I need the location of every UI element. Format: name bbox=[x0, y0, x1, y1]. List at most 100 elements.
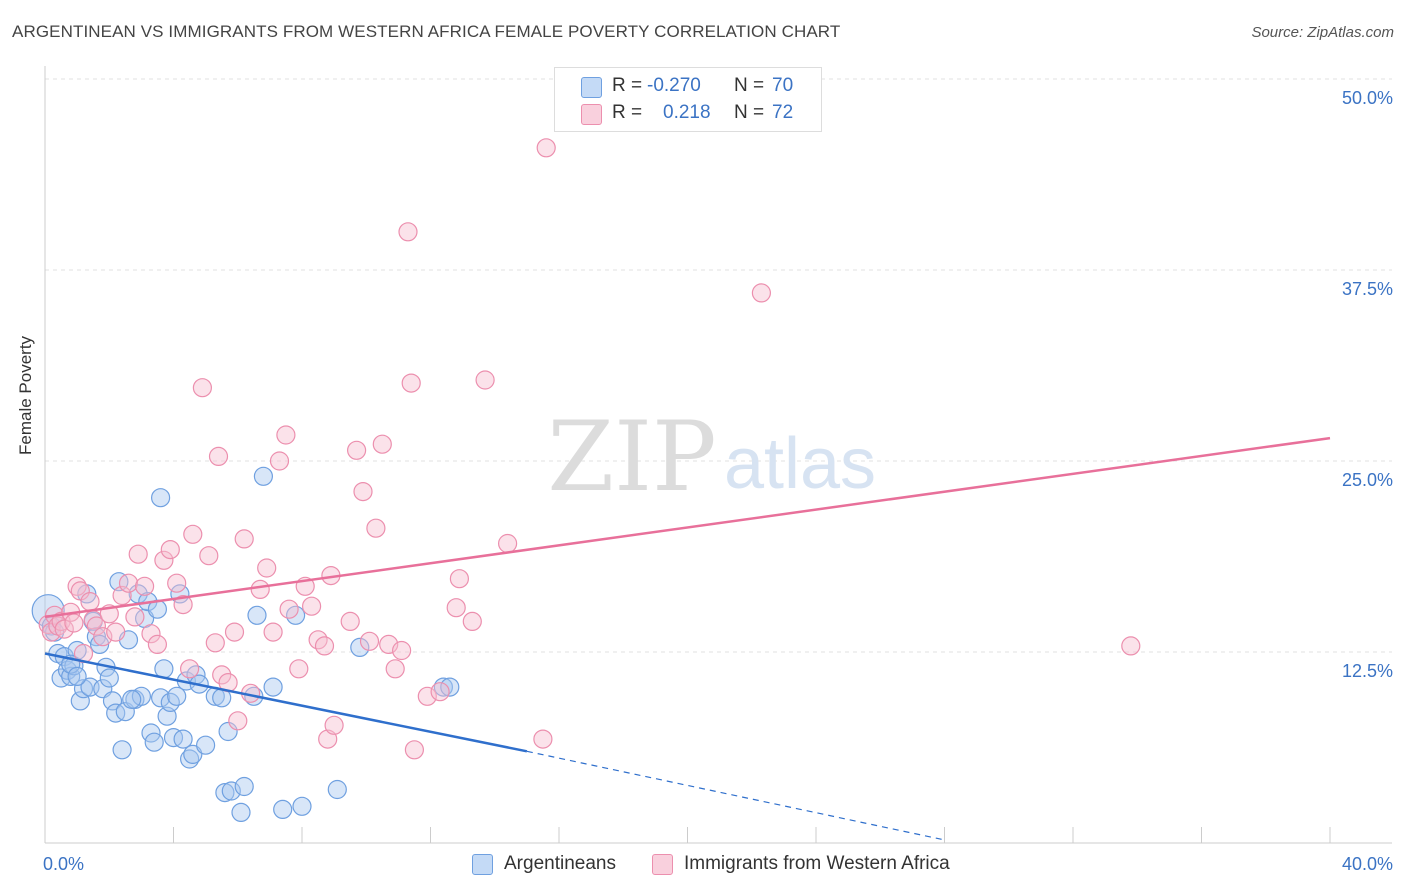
point-argentineans bbox=[89, 634, 110, 655]
legend-swatch-blue bbox=[472, 854, 493, 875]
point-immigrants bbox=[392, 640, 412, 661]
point-argentineans bbox=[234, 776, 254, 797]
point-argentineans bbox=[73, 679, 94, 699]
point-argentineans bbox=[67, 666, 87, 687]
watermark: ZIP atlas bbox=[547, 401, 876, 513]
y-tick-label: 37.5% bbox=[1342, 279, 1393, 299]
point-immigrants bbox=[154, 550, 174, 570]
trend-lines bbox=[44, 436, 1331, 841]
point-immigrants bbox=[250, 579, 270, 600]
point-immigrants bbox=[1121, 636, 1141, 656]
trend-argentineans bbox=[44, 652, 528, 753]
point-argentineans bbox=[247, 605, 267, 625]
point-immigrants bbox=[404, 740, 424, 760]
point-argentineans bbox=[154, 659, 174, 679]
point-immigrants bbox=[173, 594, 193, 615]
trend-immigrants bbox=[44, 436, 1331, 619]
legend-swatch-pink bbox=[581, 104, 602, 125]
axes bbox=[44, 66, 1392, 844]
point-immigrants bbox=[208, 446, 229, 466]
point-argentineans bbox=[70, 691, 90, 711]
point-immigrants bbox=[80, 591, 100, 612]
chart-title: ARGENTINEAN VS IMMIGRANTS FROM WESTERN A… bbox=[12, 22, 841, 41]
legend-n-label: N = bbox=[734, 75, 765, 96]
point-immigrants bbox=[183, 524, 203, 544]
point-immigrants bbox=[359, 631, 380, 651]
point-immigrants bbox=[64, 613, 84, 633]
point-immigrants bbox=[462, 611, 482, 632]
point-immigrants bbox=[279, 599, 299, 619]
point-argentineans bbox=[151, 488, 171, 508]
point-argentineans bbox=[253, 466, 273, 486]
point-immigrants bbox=[751, 283, 772, 303]
point-immigrants bbox=[446, 598, 466, 618]
legend-n-value: 72 bbox=[772, 102, 794, 123]
point-immigrants bbox=[401, 373, 421, 393]
point-argentineans bbox=[263, 677, 283, 697]
trend-argentineans-extension bbox=[526, 750, 945, 841]
point-immigrants bbox=[324, 715, 344, 735]
point-immigrants bbox=[228, 711, 248, 731]
point-immigrants bbox=[366, 518, 386, 538]
point-immigrants bbox=[385, 659, 405, 679]
point-immigrants bbox=[398, 222, 418, 242]
watermark-atlas: atlas bbox=[724, 424, 876, 504]
y-tick-label: 25.0% bbox=[1342, 470, 1393, 490]
legend-n-label: N = bbox=[734, 102, 765, 123]
point-immigrants bbox=[180, 659, 200, 679]
legend-r-value: 0.218 bbox=[663, 102, 711, 123]
point-immigrants bbox=[125, 607, 145, 627]
point-argentineans bbox=[99, 668, 119, 688]
point-immigrants bbox=[135, 576, 155, 596]
y-tick-label: 50.0% bbox=[1342, 88, 1393, 108]
point-argentineans bbox=[196, 735, 216, 755]
point-immigrants bbox=[302, 596, 322, 616]
point-immigrants bbox=[417, 686, 437, 706]
point-immigrants bbox=[498, 533, 518, 554]
legend-r-value: -0.270 bbox=[647, 75, 701, 96]
point-immigrants bbox=[118, 573, 139, 593]
x-tick-label: 0.0% bbox=[43, 854, 84, 874]
legend-label: Immigrants from Western Africa bbox=[684, 853, 950, 874]
point-immigrants bbox=[224, 622, 245, 642]
point-immigrants bbox=[449, 569, 469, 589]
point-argentineans bbox=[215, 782, 235, 803]
legend-n-value: 70 bbox=[772, 75, 794, 96]
point-immigrants bbox=[536, 138, 556, 158]
watermark-zip: ZIP bbox=[547, 401, 716, 513]
data-points bbox=[31, 138, 1141, 823]
point-immigrants bbox=[128, 544, 148, 564]
point-immigrants bbox=[353, 482, 373, 502]
point-argentineans bbox=[167, 686, 187, 706]
point-immigrants bbox=[160, 539, 180, 560]
point-argentineans bbox=[122, 689, 142, 710]
point-immigrants bbox=[86, 616, 107, 636]
legend-r-label: R = bbox=[612, 75, 643, 96]
legend-r-label: R = bbox=[612, 102, 643, 123]
point-argentineans bbox=[173, 729, 193, 749]
point-argentineans bbox=[327, 779, 347, 800]
point-argentineans bbox=[218, 721, 238, 742]
point-immigrants bbox=[475, 370, 495, 390]
point-immigrants bbox=[234, 529, 254, 549]
point-argentineans bbox=[112, 740, 132, 760]
point-argentineans bbox=[292, 796, 312, 816]
point-immigrants bbox=[212, 665, 232, 685]
point-immigrants bbox=[533, 729, 553, 749]
point-immigrants bbox=[347, 440, 367, 460]
point-immigrants bbox=[70, 581, 90, 601]
source-label: Source: ZipAtlas.com bbox=[1251, 24, 1394, 41]
point-argentineans bbox=[163, 727, 184, 748]
point-argentineans bbox=[231, 802, 251, 823]
point-argentineans bbox=[51, 668, 71, 688]
x-tick-label: 40.0% bbox=[1342, 854, 1393, 874]
legend-label: Argentineans bbox=[504, 853, 616, 874]
point-argentineans bbox=[350, 637, 370, 658]
point-immigrants bbox=[192, 378, 212, 398]
point-immigrants bbox=[276, 425, 296, 445]
point-argentineans bbox=[102, 691, 123, 711]
point-immigrants bbox=[269, 451, 290, 471]
point-immigrants bbox=[257, 558, 277, 578]
point-immigrants bbox=[263, 622, 283, 642]
